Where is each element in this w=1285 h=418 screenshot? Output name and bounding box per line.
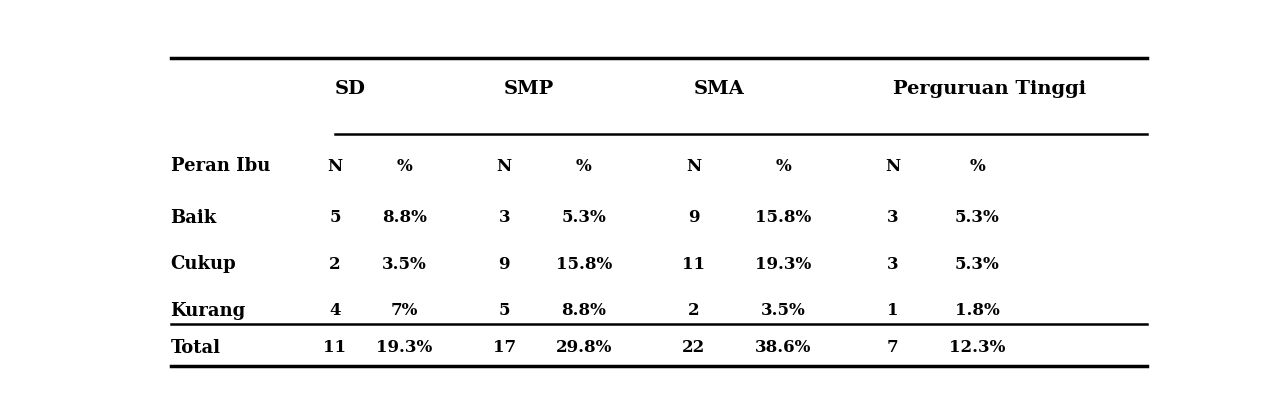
Text: 19.3%: 19.3%: [754, 256, 811, 273]
Text: 15.8%: 15.8%: [754, 209, 811, 226]
Text: SMA: SMA: [694, 80, 744, 98]
Text: Baik: Baik: [171, 209, 217, 227]
Text: 5.3%: 5.3%: [955, 209, 1000, 226]
Text: 2: 2: [687, 302, 699, 319]
Text: N: N: [885, 158, 901, 175]
Text: 11: 11: [682, 256, 705, 273]
Text: Perguruan Tinggi: Perguruan Tinggi: [893, 80, 1086, 98]
Text: %: %: [775, 158, 792, 175]
Text: SMP: SMP: [504, 80, 554, 98]
Text: 3: 3: [887, 209, 898, 226]
Text: 22: 22: [682, 339, 705, 357]
Text: N: N: [496, 158, 511, 175]
Text: Cukup: Cukup: [171, 255, 236, 273]
Text: %: %: [969, 158, 986, 175]
Text: 3.5%: 3.5%: [382, 256, 427, 273]
Text: 19.3%: 19.3%: [377, 339, 433, 357]
Text: Total: Total: [171, 339, 221, 357]
Text: 38.6%: 38.6%: [754, 339, 811, 357]
Text: %: %: [397, 158, 412, 175]
Text: 5.3%: 5.3%: [562, 209, 607, 226]
Text: Kurang: Kurang: [171, 302, 245, 320]
Text: 4: 4: [329, 302, 341, 319]
Text: N: N: [328, 158, 343, 175]
Text: 17: 17: [492, 339, 515, 357]
Text: 5: 5: [329, 209, 341, 226]
Text: 5.3%: 5.3%: [955, 256, 1000, 273]
Text: 7: 7: [887, 339, 898, 357]
Text: 1: 1: [887, 302, 898, 319]
Text: 7%: 7%: [391, 302, 419, 319]
Text: N: N: [686, 158, 702, 175]
Text: 2: 2: [329, 256, 341, 273]
Text: SD: SD: [335, 80, 366, 98]
Text: 5: 5: [499, 302, 510, 319]
Text: 3: 3: [887, 256, 898, 273]
Text: 9: 9: [687, 209, 699, 226]
Text: 8.8%: 8.8%: [562, 302, 607, 319]
Text: %: %: [576, 158, 592, 175]
Text: 3.5%: 3.5%: [761, 302, 806, 319]
Text: 15.8%: 15.8%: [555, 256, 612, 273]
Text: 12.3%: 12.3%: [950, 339, 1005, 357]
Text: Peran Ibu: Peran Ibu: [171, 157, 270, 175]
Text: 1.8%: 1.8%: [955, 302, 1000, 319]
Text: 8.8%: 8.8%: [382, 209, 427, 226]
Text: 29.8%: 29.8%: [555, 339, 612, 357]
Text: 11: 11: [324, 339, 347, 357]
Text: 3: 3: [499, 209, 510, 226]
Text: 9: 9: [499, 256, 510, 273]
